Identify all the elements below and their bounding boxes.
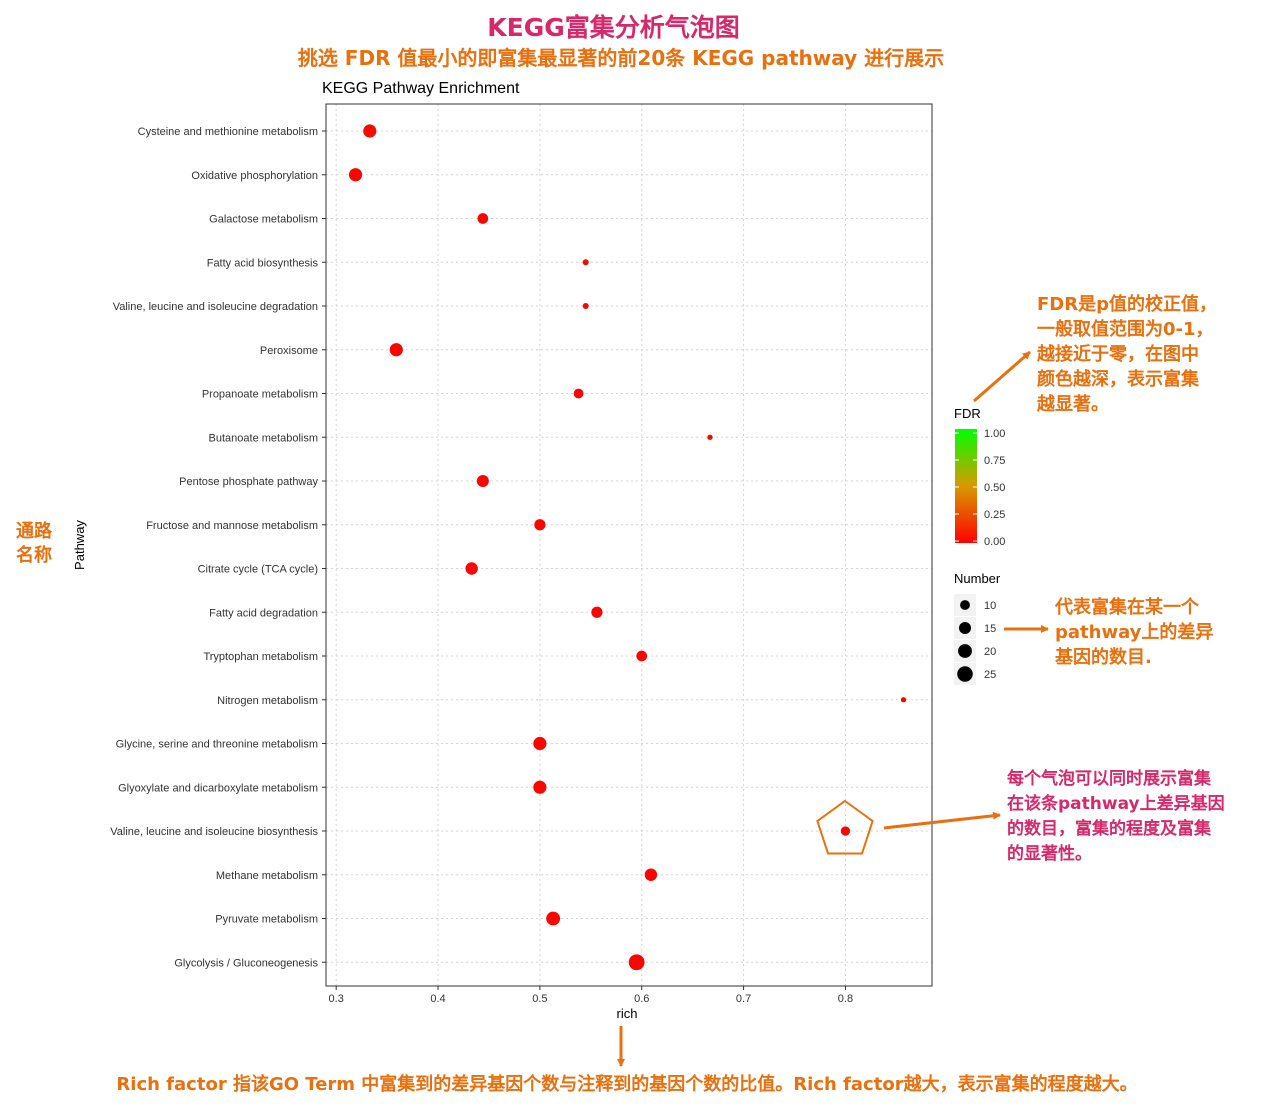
- data-point: [533, 780, 547, 794]
- fdr-tick-label: 0.00: [984, 536, 1005, 548]
- bubble-note-line: 每个气泡可以同时展示富集: [1007, 769, 1211, 789]
- number-legend-title: Number: [954, 571, 1001, 586]
- data-point: [591, 606, 603, 618]
- highlight-pentagon: [816, 799, 874, 855]
- y-tick-label: Fatty acid degradation: [209, 607, 318, 619]
- fdr-arrow: [973, 350, 1031, 403]
- data-point: [533, 736, 547, 751]
- y-axis-title: Pathway: [72, 520, 87, 570]
- x-tick-label: 0.7: [736, 993, 751, 1005]
- number-legend-label: 15: [984, 623, 996, 635]
- plot-border: [325, 103, 933, 987]
- y-tick-label: Butanoate metabolism: [209, 432, 318, 444]
- y-tick-label: Fructose and mannose metabolism: [146, 520, 318, 532]
- number-legend-dot: [958, 621, 972, 635]
- fdr-note-line: 颜色越深，表示富集: [1037, 369, 1199, 390]
- bubble-note-line: 的显著性。: [1007, 844, 1092, 864]
- fdr-colorbar: [955, 429, 977, 543]
- data-point: [389, 343, 403, 357]
- y-tick-label: Citrate cycle (TCA cycle): [198, 564, 318, 576]
- fdr-tick-label: 0.75: [984, 455, 1005, 467]
- fdr-tick-label: 1.00: [984, 428, 1005, 440]
- y-tick-label: Tryptophan metabolism: [203, 651, 318, 663]
- y-tick-label: Propanoate metabolism: [202, 389, 318, 401]
- x-tick-label: 0.4: [430, 993, 445, 1005]
- number-legend-label: 25: [984, 669, 996, 681]
- number-legend-label: 20: [984, 646, 996, 658]
- rich-factor-note: Rich factor 指该GO Term 中富集到的差异基因个数与注释到的基因…: [116, 1074, 1138, 1095]
- data-point: [363, 124, 377, 138]
- number-note-line: 基因的数目.: [1055, 647, 1152, 668]
- data-point: [582, 303, 589, 309]
- data-point: [628, 954, 645, 971]
- y-tick-label: Galactose metabolism: [209, 214, 318, 226]
- y-tick-label: Methane metabolism: [216, 870, 318, 882]
- x-tick-label: 0.5: [532, 993, 547, 1005]
- x-tick-label: 0.6: [634, 993, 649, 1005]
- data-point: [465, 562, 478, 575]
- fdr-tick-label: 0.25: [984, 509, 1005, 521]
- number-legend-dot: [960, 600, 970, 610]
- data-point: [534, 519, 546, 531]
- data-point: [644, 868, 658, 881]
- chart-title: KEGG Pathway Enrichment: [322, 80, 520, 97]
- data-point: [707, 434, 713, 440]
- number-note: 代表富集在某一个 pathway上的差异 基因的数目.: [1055, 595, 1235, 670]
- data-point: [546, 911, 561, 926]
- data-point: [573, 388, 584, 399]
- data-point: [900, 697, 907, 703]
- fdr-note-line: 越显著。: [1037, 394, 1109, 415]
- number-note-line: 代表富集在某一个: [1055, 597, 1199, 618]
- x-axis-title: rich: [617, 1006, 638, 1021]
- fdr-note: FDR是p值的校正值， 一般取值范围为0-1， 越接近于零，在图中 颜色越深，表…: [1037, 292, 1237, 417]
- y-tick-label: Fatty acid biosynthesis: [207, 257, 319, 269]
- fdr-note-line: 越接近于零，在图中: [1037, 344, 1199, 365]
- x-tick-label: 0.3: [329, 993, 344, 1005]
- data-point: [636, 650, 648, 662]
- fdr-tick-label: 0.50: [984, 482, 1005, 494]
- fdr-note-line: 一般取值范围为0-1，: [1037, 319, 1214, 340]
- y-tick-label: Valine, leucine and isoleucine biosynthe…: [110, 826, 318, 838]
- data-point: [348, 168, 363, 182]
- y-tick-label: Peroxisome: [260, 345, 318, 357]
- y-tick-label: Valine, leucine and isoleucine degradati…: [113, 301, 318, 313]
- y-tick-label: Pyruvate metabolism: [215, 914, 318, 926]
- data-point: [840, 826, 851, 836]
- data-point: [477, 213, 489, 224]
- y-tick-label: Pentose phosphate pathway: [179, 476, 318, 488]
- number-legend-dot: [958, 644, 972, 658]
- number-legend-label: 10: [984, 600, 996, 612]
- y-tick-label: Glycolysis / Gluconeogenesis: [174, 957, 318, 969]
- bubble-arrow: [883, 811, 1001, 830]
- data-point: [476, 474, 489, 488]
- bubble-note-line: 在该条pathway上差异基因: [1007, 794, 1225, 814]
- fdr-note-line: FDR是p值的校正值，: [1037, 294, 1217, 315]
- ylabel-chinese: 通路名称: [16, 521, 52, 566]
- fdr-legend-title: FDR: [954, 406, 981, 421]
- y-tick-label: Glyoxylate and dicarboxylate metabolism: [118, 782, 318, 794]
- y-tick-label: Cysteine and methionine metabolism: [138, 126, 318, 138]
- bubble-note-line: 的数目，富集的程度及富集: [1007, 819, 1211, 839]
- subtitle: 挑选 FDR 值最小的即富集最显著的前20条 KEGG pathway 进行展示: [297, 46, 945, 70]
- number-legend-dot: [957, 666, 973, 682]
- y-tick-label: Glycine, serine and threonine metabolism: [116, 739, 318, 751]
- bubble-note: 每个气泡可以同时展示富集 在该条pathway上差异基因 的数目，富集的程度及富…: [1007, 767, 1265, 867]
- x-tick-label: 0.8: [838, 993, 853, 1005]
- y-tick-label: Nitrogen metabolism: [217, 695, 318, 707]
- data-point: [582, 259, 589, 266]
- y-tick-label: Oxidative phosphorylation: [191, 170, 318, 182]
- plot-panel: [326, 104, 932, 986]
- number-note-line: pathway上的差异: [1055, 622, 1214, 643]
- main-title: KEGG富集分析气泡图: [487, 13, 740, 42]
